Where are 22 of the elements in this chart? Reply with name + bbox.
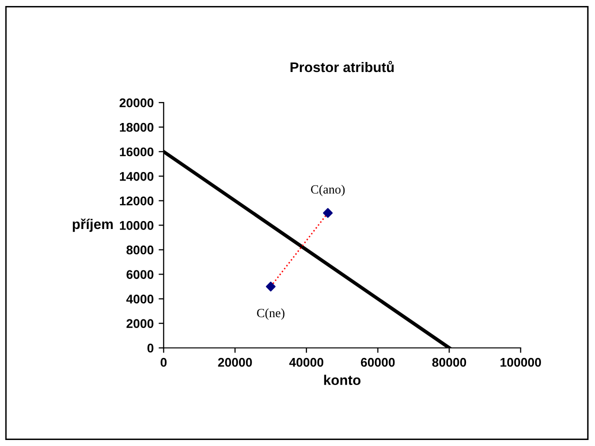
x-tick-label: 60000 [360, 358, 395, 367]
x-axis-title: konto [324, 374, 360, 386]
y-tick-label: 8000 [126, 246, 154, 254]
x-tick-label: 100000 [500, 358, 541, 367]
y-tick-label: 12000 [120, 196, 154, 206]
y-tick-label: 20000 [120, 98, 154, 108]
y-tick-label: 4000 [126, 294, 154, 304]
y-tick-label: 14000 [120, 172, 154, 181]
y-tick-label: 16000 [120, 147, 154, 156]
x-tick-label: 0 [160, 358, 167, 367]
x-tick-label: 80000 [432, 358, 466, 367]
annotation: C(ano) [311, 184, 345, 196]
y-tick-label: 0 [147, 344, 154, 353]
chart-title: Prostor atributů [290, 60, 394, 72]
annotation: C(ne) [257, 308, 284, 320]
x-tick-label: 20000 [218, 358, 252, 367]
y-axis-title: příjem [72, 218, 113, 232]
y-tick-label: 6000 [126, 270, 154, 279]
y-tick-label: 18000 [120, 122, 154, 132]
y-tick-label: 10000 [120, 221, 154, 230]
y-tick-label: 2000 [126, 319, 154, 328]
x-tick-label: 40000 [289, 358, 324, 367]
